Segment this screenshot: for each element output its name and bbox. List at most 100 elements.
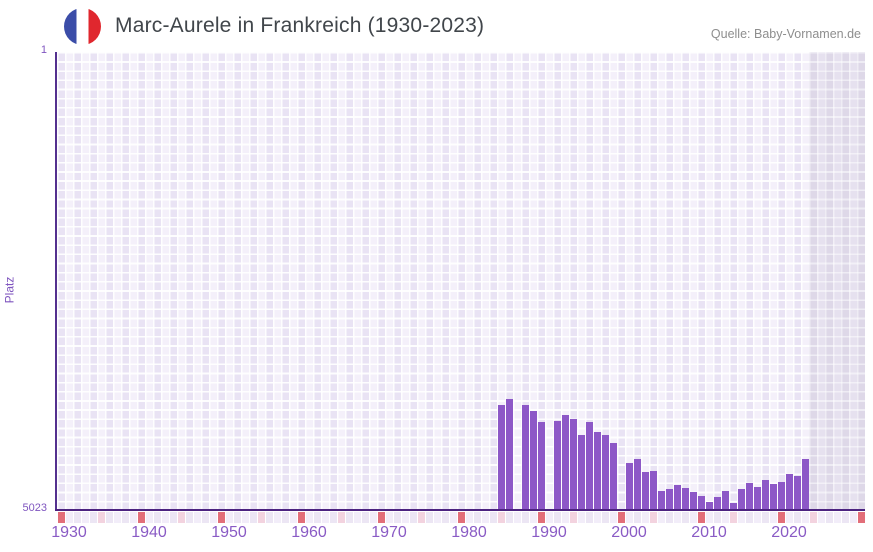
strip-tile-2026 xyxy=(833,511,841,523)
strip-tile-1995 xyxy=(585,511,593,523)
strip-tile-1973 xyxy=(409,511,417,523)
strip-tile-1996 xyxy=(593,511,601,523)
bar-2017[interactable] xyxy=(761,480,769,510)
bar-1995[interactable] xyxy=(585,421,593,510)
bar-2002[interactable] xyxy=(641,472,649,510)
bar-1993[interactable] xyxy=(569,418,577,510)
bar-2012[interactable] xyxy=(721,490,729,510)
bar-2009[interactable] xyxy=(697,495,705,510)
strip-tile-2013 xyxy=(729,511,737,523)
strip-tile-1934 xyxy=(97,511,105,523)
bottom-strip xyxy=(57,511,865,523)
strip-tile-1957 xyxy=(281,511,289,523)
strip-tile-1938 xyxy=(129,511,137,523)
bar-2006[interactable] xyxy=(673,485,681,510)
strip-tile-2016 xyxy=(753,511,761,523)
france-flag-icon xyxy=(64,8,101,45)
bar-2011[interactable] xyxy=(713,496,721,510)
bar-1985[interactable] xyxy=(505,399,513,510)
strip-tile-2004 xyxy=(657,511,665,523)
strip-tile-2021 xyxy=(793,511,801,523)
bar-2008[interactable] xyxy=(689,491,697,510)
x-tick-1990: 1990 xyxy=(531,524,567,541)
bar-2016[interactable] xyxy=(753,486,761,510)
y-tick-bottom: 5023 xyxy=(22,502,47,514)
bar-2013[interactable] xyxy=(729,502,737,510)
strip-tile-1970 xyxy=(385,511,393,523)
strip-tile-2014 xyxy=(737,511,745,523)
strip-tile-1953 xyxy=(249,511,257,523)
strip-tile-2000 xyxy=(625,511,633,523)
bar-2001[interactable] xyxy=(633,459,641,510)
strip-tile-1981 xyxy=(473,511,481,523)
strip-tile-2018 xyxy=(769,511,777,523)
bar-2004[interactable] xyxy=(657,491,665,510)
x-tick-2000: 2000 xyxy=(611,524,647,541)
bar-2019[interactable] xyxy=(777,481,785,510)
strip-tile-1976 xyxy=(433,511,441,523)
strip-tile-2020 xyxy=(785,511,793,523)
bar-1987[interactable] xyxy=(521,405,529,510)
strip-tile-1932 xyxy=(81,511,89,523)
bar-1988[interactable] xyxy=(529,411,537,510)
strip-tile-1978 xyxy=(449,511,457,523)
bar-1991[interactable] xyxy=(553,421,561,510)
strip-tile-1936 xyxy=(113,511,121,523)
strip-tile-1964 xyxy=(337,511,345,523)
strip-tile-1951 xyxy=(233,511,241,523)
strip-tile-1931 xyxy=(73,511,81,523)
strip-tile-1967 xyxy=(361,511,369,523)
bar-2021[interactable] xyxy=(793,475,801,510)
bar-1994[interactable] xyxy=(577,434,585,510)
strip-tile-1977 xyxy=(441,511,449,523)
strip-tile-1961 xyxy=(313,511,321,523)
bar-2005[interactable] xyxy=(665,489,673,510)
bar-1984[interactable] xyxy=(497,404,505,510)
bar-1989[interactable] xyxy=(537,422,545,510)
bar-2000[interactable] xyxy=(625,463,633,510)
y-tick-top: 1 xyxy=(40,44,47,56)
x-axis-ticks: 1930 1940 1950 1960 1970 1980 1990 2000 2010 2020 xyxy=(51,524,865,546)
highlight-band xyxy=(809,52,865,510)
strip-tile-1935 xyxy=(105,511,113,523)
strip-tile-2022 xyxy=(801,511,809,523)
strip-tile-1948 xyxy=(209,511,217,523)
strip-tile-1946 xyxy=(193,511,201,523)
strip-tile-1939 xyxy=(137,511,145,523)
strip-tile-1959 xyxy=(297,511,305,523)
strip-tile-1974 xyxy=(417,511,425,523)
strip-tile-2027 xyxy=(841,511,849,523)
bar-1997[interactable] xyxy=(601,434,609,510)
strip-tile-1998 xyxy=(609,511,617,523)
bar-2018[interactable] xyxy=(769,483,777,510)
strip-tile-1990 xyxy=(545,511,553,523)
strip-tile-1942 xyxy=(161,511,169,523)
x-tick-1950: 1950 xyxy=(211,524,247,541)
strip-tile-1968 xyxy=(369,511,377,523)
bar-2014[interactable] xyxy=(737,488,745,510)
bar-2007[interactable] xyxy=(681,487,689,510)
strip-tile-2029 xyxy=(857,511,865,523)
strip-tile-1950 xyxy=(225,511,233,523)
bar-2010[interactable] xyxy=(705,501,713,510)
x-tick-2020: 2020 xyxy=(771,524,807,541)
strip-tile-1940 xyxy=(145,511,153,523)
bar-1992[interactable] xyxy=(561,414,569,510)
strip-tile-1975 xyxy=(425,511,433,523)
page-title: Marc-Aurele in Frankreich (1930-2023) xyxy=(115,14,485,37)
strip-tile-1945 xyxy=(185,511,193,523)
strip-tile-1991 xyxy=(553,511,561,523)
x-tick-1940: 1940 xyxy=(131,524,167,541)
bar-1996[interactable] xyxy=(593,432,601,510)
strip-tile-1965 xyxy=(345,511,353,523)
bar-2022[interactable] xyxy=(801,459,809,510)
strip-tile-1983 xyxy=(489,511,497,523)
strip-tile-1982 xyxy=(481,511,489,523)
source-credit: Quelle: Baby-Vornamen.de xyxy=(710,27,861,41)
strip-tile-1930 xyxy=(65,511,73,523)
bar-2003[interactable] xyxy=(649,471,657,510)
bar-1998[interactable] xyxy=(609,442,617,510)
bar-2015[interactable] xyxy=(745,482,753,510)
strip-tile-1986 xyxy=(513,511,521,523)
bar-2020[interactable] xyxy=(785,474,793,510)
